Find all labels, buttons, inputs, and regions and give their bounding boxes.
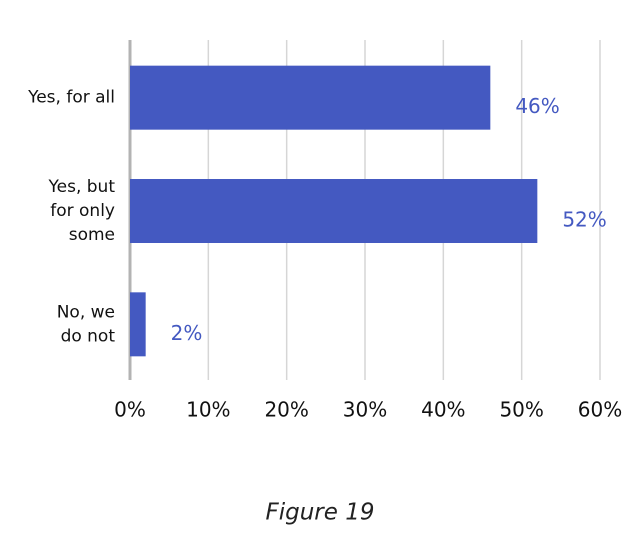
y-tick-label: some [69, 225, 115, 245]
y-tick-label: Yes, but [48, 177, 116, 197]
y-tick-label: No, we [57, 302, 115, 322]
caption: Figure 19 [266, 500, 375, 526]
x-tick-label: 20% [264, 398, 308, 422]
x-tick-label: 60% [578, 398, 622, 422]
x-tick-label: 0% [114, 398, 146, 422]
y-tick-label: Yes, for all [27, 88, 115, 108]
x-tick-label: 10% [186, 398, 230, 422]
value-label: 46% [515, 94, 559, 118]
y-tick-label: do not [61, 326, 116, 346]
x-tick-label: 50% [499, 398, 543, 422]
bar [130, 179, 538, 243]
x-tick-label: 30% [343, 398, 387, 422]
bar [130, 65, 491, 130]
value-label: 2% [171, 321, 203, 345]
bar [130, 292, 146, 357]
y-tick-label: for only [50, 201, 115, 221]
x-tick-label: 40% [421, 398, 465, 422]
value-label: 52% [562, 208, 606, 232]
